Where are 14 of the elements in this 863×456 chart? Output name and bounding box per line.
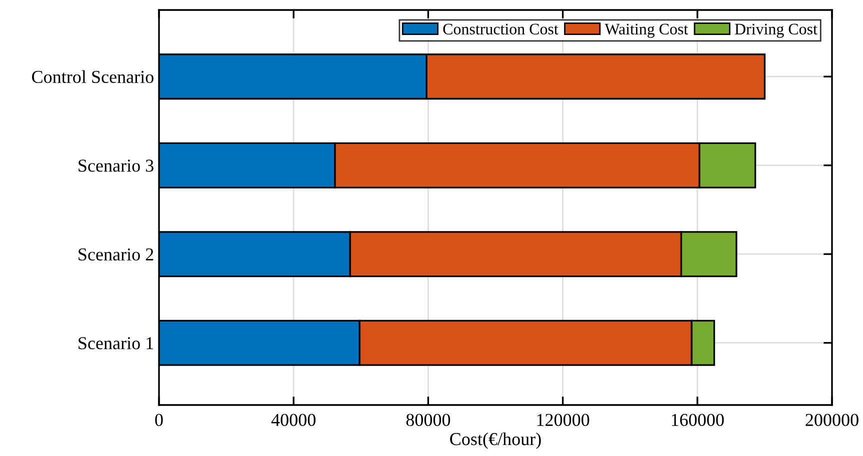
y-tick-label: Scenario 2 [78, 248, 154, 261]
x-axis-title: Cost(€/hour) [450, 432, 541, 449]
x-tick-label: 40000 [271, 414, 316, 426]
x-tick-label: 160000 [672, 414, 724, 426]
legend-label: Waiting Cost [604, 24, 688, 38]
y-tick-label: Scenario 1 [78, 337, 154, 350]
x-tick-label: 200000 [806, 414, 858, 426]
y-tick-label: Control Scenario [32, 70, 154, 84]
legend-label: Construction Cost [443, 24, 558, 34]
y-tick-label: Scenario 3 [78, 160, 154, 172]
x-tick-label: 120000 [537, 414, 590, 426]
legend-label: Driving Cost [734, 24, 818, 38]
x-tick-label: 80000 [406, 414, 450, 426]
x-tick-label: 0 [155, 414, 163, 426]
